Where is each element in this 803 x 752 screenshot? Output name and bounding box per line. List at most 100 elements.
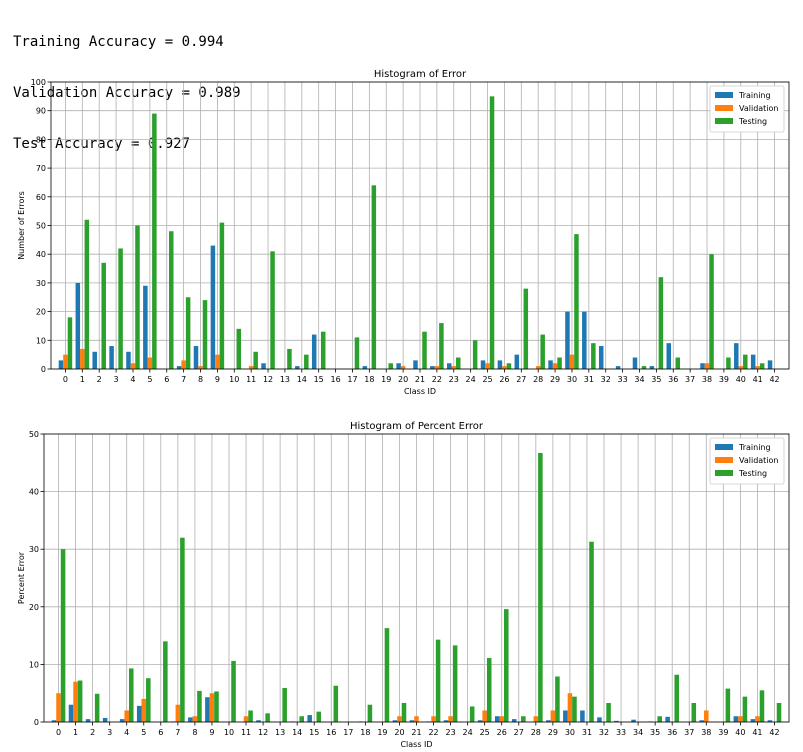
y-tick-label: 0 xyxy=(41,365,46,374)
bar-testing-class-4 xyxy=(128,668,134,722)
y-tick-label: 30 xyxy=(29,545,39,554)
x-tick-label: 15 xyxy=(314,375,324,384)
bar-testing-class-26 xyxy=(504,609,509,722)
bar-testing-class-16 xyxy=(333,685,339,722)
x-tick-label: 23 xyxy=(449,375,459,384)
x-tick-label: 9 xyxy=(215,375,220,384)
y-tick-label: 50 xyxy=(29,430,39,439)
bar-testing-class-14 xyxy=(304,354,309,369)
bar-validation-class-29 xyxy=(552,363,558,369)
bar-training-class-33 xyxy=(615,366,621,369)
bar-training-class-38 xyxy=(700,363,705,369)
bar-validation-class-38 xyxy=(704,710,709,722)
bar-training-class-21 xyxy=(409,720,415,722)
bar-testing-class-36 xyxy=(674,674,680,722)
bar-training-class-42 xyxy=(767,720,773,722)
x-tick-label: 32 xyxy=(601,375,611,384)
legend: Training Validation Testing xyxy=(709,85,785,133)
bar-training-class-38 xyxy=(699,720,705,722)
legend-swatch-testing xyxy=(715,118,733,124)
bar-training-class-8 xyxy=(188,717,193,722)
bar-training-class-22 xyxy=(430,366,435,369)
x-tick-label: 9 xyxy=(209,728,214,737)
x-tick-label: 17 xyxy=(343,728,353,737)
x-tick-label: 19 xyxy=(377,728,387,737)
bar-training-class-34 xyxy=(631,719,636,722)
bar-validation-class-38 xyxy=(704,363,710,369)
x-tick-label: 4 xyxy=(124,728,129,737)
bar-validation-class-23 xyxy=(451,366,457,369)
x-tick-label: 19 xyxy=(381,375,391,384)
bar-training-class-9 xyxy=(210,245,216,369)
bar-testing-class-9 xyxy=(214,691,219,722)
x-tick-label: 20 xyxy=(394,728,404,737)
x-tick-label: 40 xyxy=(736,375,746,384)
bar-training-class-2 xyxy=(92,351,97,369)
bar-testing-class-4 xyxy=(135,225,140,369)
x-tick-label: 32 xyxy=(599,728,609,737)
x-tick-label: 21 xyxy=(415,375,425,384)
x-tick-label: 38 xyxy=(701,728,711,737)
bar-testing-class-18 xyxy=(367,704,373,722)
y-tick-label: 80 xyxy=(36,135,46,144)
bar-training-class-33 xyxy=(614,720,619,722)
bar-training-class-32 xyxy=(598,346,604,369)
bar-testing-class-10 xyxy=(231,660,236,722)
y-tick-label: 10 xyxy=(36,336,46,345)
x-tick-label: 13 xyxy=(275,728,285,737)
bar-testing-class-11 xyxy=(248,710,253,722)
x-tick-label: 6 xyxy=(158,728,163,737)
y-axis-label: Percent Error xyxy=(17,551,26,604)
bar-training-class-41 xyxy=(750,719,756,722)
bar-testing-class-19 xyxy=(388,363,393,369)
x-tick-label: 39 xyxy=(719,375,729,384)
chart-title: Histogram of Percent Error xyxy=(350,421,484,432)
bar-validation-class-7 xyxy=(175,704,181,722)
x-tick-label: 33 xyxy=(616,728,626,737)
x-tick-label: 2 xyxy=(90,728,95,737)
x-tick-label: 35 xyxy=(651,375,661,384)
x-tick-label: 27 xyxy=(516,375,526,384)
bar-training-class-20 xyxy=(396,363,401,369)
y-tick-label: 60 xyxy=(36,193,46,202)
bar-validation-class-7 xyxy=(181,360,186,369)
bar-testing-class-31 xyxy=(591,343,596,369)
bar-testing-class-29 xyxy=(557,357,562,369)
bar-training-class-36 xyxy=(666,343,672,369)
x-tick-label: 22 xyxy=(432,375,442,384)
bar-training-class-5 xyxy=(143,285,148,369)
x-tick-label: 0 xyxy=(63,375,68,384)
x-tick-label: 5 xyxy=(147,375,152,384)
bar-training-class-20 xyxy=(392,720,398,722)
bar-testing-class-11 xyxy=(253,351,258,369)
x-tick-label: 36 xyxy=(668,375,678,384)
bar-testing-class-36 xyxy=(675,357,681,369)
bar-training-class-23 xyxy=(443,720,449,722)
bar-testing-class-27 xyxy=(521,716,526,722)
bar-validation-class-0 xyxy=(56,693,61,722)
bar-training-class-36 xyxy=(665,716,670,722)
bar-validation-class-29 xyxy=(550,710,556,722)
x-tick-label: 36 xyxy=(667,728,677,737)
bar-testing-class-19 xyxy=(384,628,390,722)
bar-testing-class-15 xyxy=(316,711,322,722)
x-tick-label: 27 xyxy=(514,728,524,737)
bar-testing-class-24 xyxy=(469,706,475,722)
y-tick-label: 90 xyxy=(36,107,46,116)
y-tick-label: 70 xyxy=(36,164,46,173)
y-axis-label: Number of Errors xyxy=(17,191,26,260)
x-tick-label: 25 xyxy=(480,728,490,737)
training-accuracy-text: Training Accuracy = 0.994 xyxy=(13,34,224,50)
bar-testing-class-12 xyxy=(265,713,270,722)
x-tick-label: 39 xyxy=(718,728,728,737)
bar-training-class-35 xyxy=(649,366,655,369)
bar-testing-class-24 xyxy=(472,340,478,369)
legend-label-validation: Validation xyxy=(739,104,779,113)
bar-training-class-23 xyxy=(447,363,452,369)
bar-testing-class-34 xyxy=(641,366,647,369)
x-tick-label: 21 xyxy=(411,728,421,737)
y-tick-label: 40 xyxy=(29,488,39,497)
bar-validation-class-28 xyxy=(533,716,539,722)
bar-testing-class-8 xyxy=(202,300,208,369)
bar-training-class-0 xyxy=(58,360,64,369)
